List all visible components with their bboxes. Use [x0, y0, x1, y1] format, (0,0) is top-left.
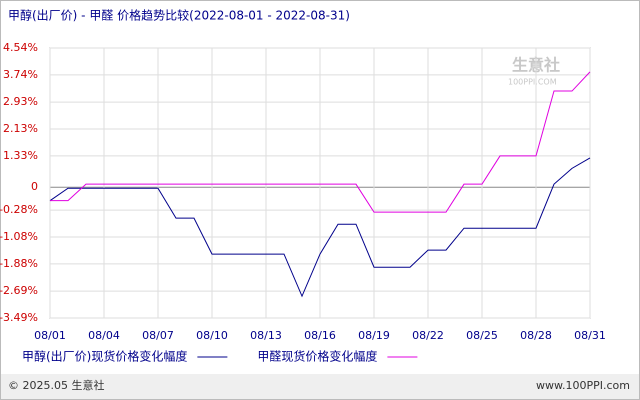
x-tick-label: 08/10: [196, 329, 228, 342]
x-tick-label: 08/13: [250, 329, 282, 342]
x-tick-label: 08/07: [142, 329, 174, 342]
y-tick-label: -0.28%: [0, 203, 38, 216]
watermark: 100PPI.COM: [508, 78, 557, 87]
series-line: [50, 71, 591, 213]
footer-bar: [1, 374, 639, 399]
x-tick-label: 08/25: [466, 329, 498, 342]
x-tick-label: 08/31: [574, 329, 606, 342]
legend-label: 甲醛现货价格变化幅度: [257, 349, 377, 364]
x-tick-label: 08/01: [34, 329, 66, 342]
y-tick-label: -1.88%: [0, 257, 38, 270]
y-tick-label: 1.33%: [3, 149, 38, 162]
y-tick-label: 0: [31, 180, 38, 193]
y-tick-label: 2.93%: [3, 95, 38, 108]
y-tick-label: 3.74%: [3, 68, 38, 81]
y-tick-label: 2.13%: [3, 122, 38, 135]
y-tick-label: -1.08%: [0, 230, 38, 243]
x-tick-label: 08/04: [88, 329, 120, 342]
y-tick-label: -2.69%: [0, 284, 38, 297]
y-tick-label: -3.49%: [0, 311, 38, 324]
x-tick-label: 08/28: [520, 329, 552, 342]
x-tick-label: 08/19: [358, 329, 390, 342]
footer-text: www.100PPI.com: [536, 379, 630, 392]
y-tick-label: 4.54%: [3, 41, 38, 54]
footer-text: © 2025.05 生意社: [8, 378, 104, 392]
series-line: [49, 157, 591, 298]
x-tick-label: 08/22: [412, 329, 444, 342]
legend-label: 甲醇(出厂价)现货价格变化幅度: [22, 349, 187, 364]
chart-title: 甲醇(出厂价) - 甲醛 价格趋势比较(2022-08-01 - 2022-08…: [8, 8, 350, 23]
x-tick-label: 08/16: [304, 329, 336, 342]
